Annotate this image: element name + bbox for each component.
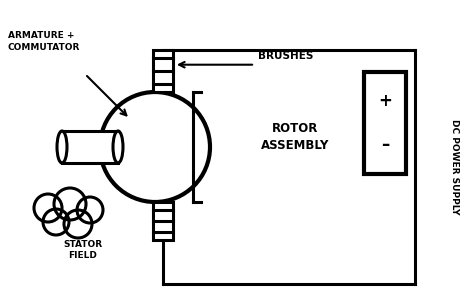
Circle shape — [77, 197, 103, 223]
Circle shape — [54, 188, 86, 220]
Circle shape — [64, 210, 92, 238]
Circle shape — [43, 209, 69, 235]
Text: ROTOR
ASSEMBLY: ROTOR ASSEMBLY — [261, 122, 329, 152]
Text: –: – — [381, 137, 389, 154]
Text: BRUSHES: BRUSHES — [258, 51, 313, 61]
Text: DC POWER SUPPLY: DC POWER SUPPLY — [450, 119, 459, 215]
Bar — [364, 72, 406, 174]
Text: OUTPUT SHAFT: OUTPUT SHAFT — [60, 144, 120, 150]
Bar — [62, 131, 118, 163]
Text: STATOR
FIELD: STATOR FIELD — [64, 240, 102, 260]
Circle shape — [34, 194, 62, 222]
Bar — [153, 50, 173, 92]
Bar — [153, 202, 173, 240]
Text: ARMATURE +
COMMUTATOR: ARMATURE + COMMUTATOR — [8, 31, 81, 52]
Ellipse shape — [113, 131, 123, 163]
Ellipse shape — [57, 131, 67, 163]
Text: +: + — [378, 92, 392, 110]
